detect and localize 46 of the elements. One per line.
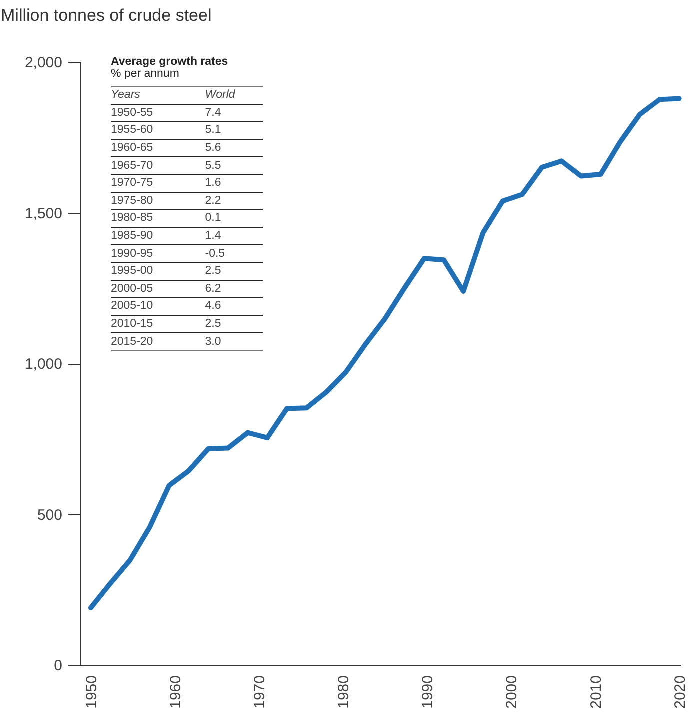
annotation: 1975-80 bbox=[111, 192, 206, 210]
y-tick-label: 1,000 bbox=[24, 356, 62, 373]
y-tick-label: 0 bbox=[54, 658, 62, 674]
x-tick-label: 1960 bbox=[167, 676, 184, 709]
annotation: 2000-05 bbox=[111, 280, 206, 298]
y-tick-label: 2,000 bbox=[24, 54, 62, 72]
annotation: 4.6 bbox=[205, 298, 263, 316]
chart-title: Million tonnes of crude steel bbox=[1, 6, 212, 25]
annotation: World bbox=[205, 86, 263, 104]
x-tick-label: 2020 bbox=[672, 676, 689, 709]
annotation: 5.5 bbox=[205, 156, 263, 174]
annotation: 1955-60 bbox=[111, 122, 206, 140]
y-tick-label: 500 bbox=[37, 506, 62, 524]
annotation: % per annum bbox=[111, 68, 180, 80]
annotation: 1970-75 bbox=[111, 174, 206, 192]
x-tick-label: 1950 bbox=[83, 676, 100, 709]
annotation: 1990-95 bbox=[111, 244, 206, 262]
x-tick-label: 2000 bbox=[504, 676, 521, 709]
annotation: 2.2 bbox=[205, 192, 263, 210]
annotation: 6.2 bbox=[205, 280, 263, 298]
x-tick-label: 1980 bbox=[336, 676, 353, 709]
annotation: 1950-55 bbox=[111, 104, 206, 122]
annotation: 2.5 bbox=[205, 262, 263, 280]
annotation: 1960-65 bbox=[111, 139, 206, 157]
annotation: 0.1 bbox=[205, 210, 263, 228]
annotation: 1980-85 bbox=[111, 210, 206, 228]
annotation: 1985-90 bbox=[111, 227, 206, 245]
annotation: 1995-00 bbox=[111, 262, 206, 280]
annotation: 5.6 bbox=[205, 139, 263, 157]
annotation: 7.4 bbox=[205, 104, 263, 122]
annotation: 2015-20 bbox=[111, 332, 206, 350]
annotation: 2005-10 bbox=[111, 298, 206, 316]
x-tick-label: 2010 bbox=[588, 676, 605, 709]
annotation: Years bbox=[111, 86, 206, 104]
x-tick-label: 1990 bbox=[420, 676, 437, 709]
x-tick-label: 1970 bbox=[252, 676, 269, 709]
annotation: 5.1 bbox=[205, 122, 263, 140]
annotation: 1.6 bbox=[205, 174, 263, 192]
annotation: 1965-70 bbox=[111, 156, 206, 174]
annotation: 1.4 bbox=[205, 227, 263, 245]
annotation: 3.0 bbox=[205, 332, 263, 350]
annotation: -0.5 bbox=[205, 244, 263, 262]
annotation: 2010-15 bbox=[111, 315, 206, 333]
annotation: Average growth rates bbox=[111, 56, 230, 68]
annotation: 2.5 bbox=[205, 315, 263, 333]
y-tick-label: 1,500 bbox=[24, 205, 62, 222]
